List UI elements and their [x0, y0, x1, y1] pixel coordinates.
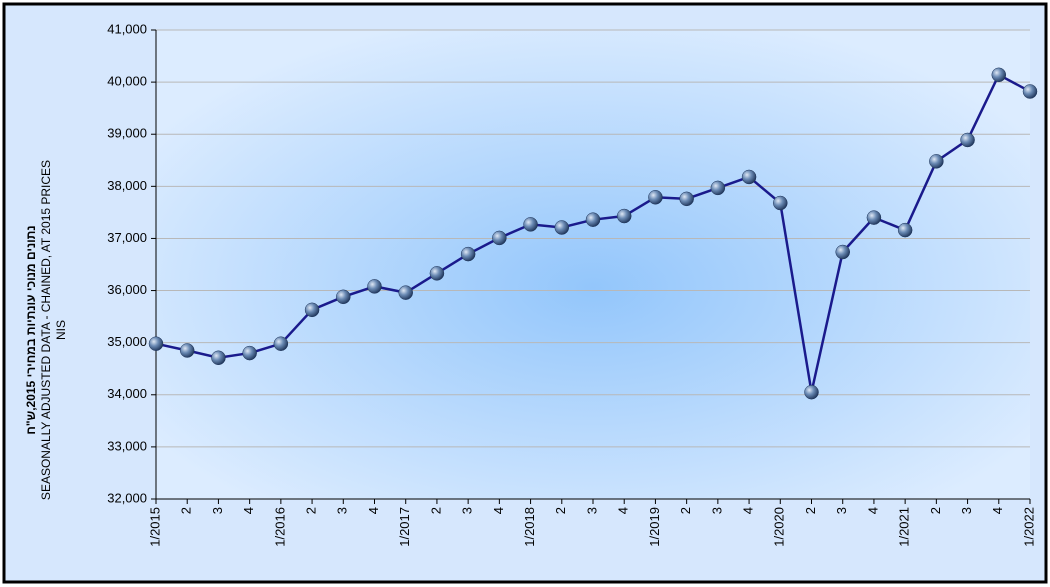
x-tick-label: 1/2017	[397, 507, 412, 547]
x-tick-label: 2	[803, 507, 818, 514]
marker	[211, 350, 226, 366]
y-tick-label: 37,000	[107, 230, 147, 245]
y-axis-title: נתונים מנוכי עונתיות במחירי 2015,ש"ח	[24, 225, 38, 434]
marker	[804, 384, 819, 400]
x-tick-label: 2	[304, 507, 319, 514]
y-tick-label: 32,000	[107, 490, 147, 505]
marker	[336, 289, 351, 305]
x-tick-label: 4	[990, 507, 1005, 514]
marker	[741, 169, 757, 185]
x-tick-label: 3	[460, 507, 475, 514]
y-tick-label: 40,000	[107, 74, 147, 89]
x-tick-label: 3	[584, 507, 599, 514]
x-tick-label: 1/2015	[147, 507, 162, 547]
marker	[929, 154, 944, 169]
x-tick-label: 2	[428, 507, 443, 514]
marker	[1022, 84, 1038, 99]
x-tick-label: 3	[709, 507, 724, 514]
x-tick-label: 4	[741, 507, 756, 514]
y-axis-title: SEASONALLY ADJUSTED DATA - CHAINED, AT 2…	[39, 160, 53, 500]
marker	[648, 190, 663, 205]
marker	[866, 210, 882, 225]
plot-area	[156, 30, 1030, 499]
x-tick-label: 3	[335, 507, 350, 514]
marker	[991, 67, 1007, 83]
x-tick-label: 2	[678, 507, 693, 514]
x-tick-label: 4	[616, 507, 631, 514]
marker	[398, 285, 413, 300]
x-tick-label: 2	[553, 507, 568, 514]
marker	[773, 195, 788, 211]
marker	[616, 208, 632, 224]
x-tick-label: 1/2022	[1021, 507, 1036, 547]
x-tick-label: 1/2018	[522, 507, 537, 547]
x-tick-label: 1/2021	[897, 507, 912, 547]
y-tick-label: 39,000	[107, 126, 147, 141]
x-tick-label: 3	[834, 507, 849, 514]
marker	[960, 132, 975, 148]
marker	[429, 266, 445, 281]
y-tick-label: 36,000	[107, 282, 147, 297]
x-tick-label: 1/2016	[272, 507, 287, 547]
y-tick-label: 35,000	[107, 334, 147, 349]
marker	[460, 246, 476, 262]
x-tick-label: 3	[959, 507, 974, 514]
x-tick-label: 1/2019	[647, 507, 662, 547]
marker	[554, 220, 570, 235]
x-tick-label: 4	[491, 507, 506, 514]
marker	[273, 336, 289, 351]
marker	[897, 222, 913, 238]
marker	[585, 212, 601, 227]
x-tick-label: 3	[210, 507, 225, 514]
x-tick-label: 4	[366, 507, 381, 514]
marker	[367, 279, 382, 294]
marker	[148, 336, 164, 351]
marker	[679, 191, 694, 207]
marker	[523, 217, 538, 232]
marker	[492, 230, 507, 246]
x-tick-label: 4	[865, 507, 880, 514]
marker	[179, 343, 195, 358]
marker	[304, 302, 320, 318]
marker	[710, 180, 726, 196]
x-tick-label: 2	[179, 507, 194, 514]
marker	[835, 244, 850, 260]
y-tick-label: 41,000	[107, 21, 147, 36]
marker	[242, 345, 257, 361]
x-tick-label: 1/2020	[772, 507, 787, 547]
y-tick-label: 33,000	[107, 438, 147, 453]
x-tick-label: 4	[241, 507, 256, 514]
y-tick-label: 38,000	[107, 178, 147, 193]
y-axis-title: NIS	[54, 320, 68, 340]
y-tick-label: 34,000	[107, 386, 147, 401]
x-tick-label: 2	[928, 507, 943, 514]
